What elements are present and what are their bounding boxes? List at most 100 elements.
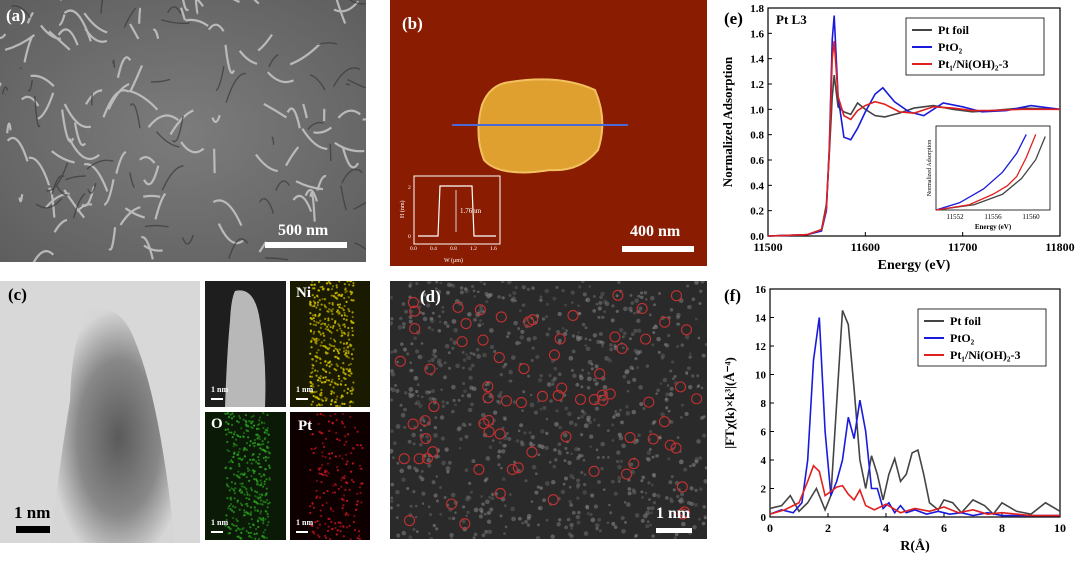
y-tick-label: 0.0 <box>750 231 764 243</box>
y-tick-label: 1.2 <box>750 79 764 91</box>
single-atom-marker <box>421 452 433 465</box>
single-atom-marker <box>680 324 693 336</box>
inset-xtick: 1.2 <box>470 246 477 252</box>
single-atom-marker <box>659 316 671 328</box>
single-atom-marker <box>628 458 640 470</box>
single-atom-marker <box>640 333 652 345</box>
single-atom-marker <box>527 314 539 326</box>
single-atom-marker <box>445 498 458 510</box>
scale-label: 1 nm <box>211 518 229 527</box>
inset-xtick: 0.4 <box>430 246 437 252</box>
single-atom-marker <box>506 463 518 476</box>
inset-xtick: 1.6 <box>490 246 497 252</box>
y-tick-label: 1.4 <box>750 54 764 66</box>
y-tick-label: 0.8 <box>750 130 764 142</box>
single-atom-marker <box>459 518 471 530</box>
o-map: O 1 nm <box>205 412 286 540</box>
single-atom-marker <box>597 394 609 406</box>
x-tick-label: 6 <box>941 521 947 535</box>
single-atom-marker <box>556 382 568 394</box>
scale-label: 1 nm <box>656 505 691 522</box>
single-atom-marker <box>526 446 538 458</box>
inset-ytick: 2 <box>408 185 411 191</box>
inset-series-line <box>935 134 1027 211</box>
single-atom-marker <box>676 481 688 493</box>
scale-bar <box>265 242 347 248</box>
y-tick-label: 1.6 <box>750 28 764 40</box>
panel-c-haadf-image: (c) 1 nm <box>0 281 200 543</box>
y-tick-label: 10 <box>755 370 767 382</box>
single-atom-marker <box>427 446 439 458</box>
single-atom-marker <box>588 465 600 477</box>
afm-flake: 1.76nm H (nm) W (μm) 0.0 0.4 0.8 1.2 1.6… <box>399 78 628 264</box>
single-atom-marker <box>560 431 572 443</box>
pt-map: Pt 1 nm <box>290 412 370 540</box>
inset-ytick: 0 <box>408 234 411 240</box>
single-atom-marker <box>428 400 440 413</box>
scale-bar <box>211 398 223 400</box>
panel-d-atomic-image: (d) 1 nm <box>390 281 707 539</box>
single-atom-marker <box>495 311 507 323</box>
single-atom-marker <box>647 433 659 445</box>
scale-label: 1 nm <box>211 385 229 394</box>
y-tick-label: 0 <box>761 512 767 524</box>
single-atom-marker <box>407 296 419 309</box>
legend-label: Pt foil <box>938 23 970 37</box>
y-tick-label: 14 <box>755 313 767 325</box>
scale-label: 1 nm <box>296 385 314 394</box>
single-atom-marker <box>419 415 431 427</box>
x-axis-label: R(Å) <box>900 538 930 554</box>
y-axis-label: Normalized Adsorption <box>720 56 735 187</box>
pt-map-label: Pt <box>298 418 313 434</box>
scale-bar <box>16 526 50 533</box>
panel-f-exafs-chart: 0 2 4 6 8 10 0 2 4 6 8 10 12 14 16 R(Å) |FTχ(k)×k³|(Å⁻⁴)… <box>722 284 1066 554</box>
panel-b-afm-image: 1.76nm H (nm) W (μm) 0.0 0.4 0.8 1.2 1.6… <box>390 0 707 266</box>
single-atom-marker <box>456 336 468 348</box>
panel-e-label: (e) <box>724 9 743 28</box>
single-atom-marker <box>500 395 513 407</box>
scale-bar <box>211 531 223 533</box>
single-atom-marker <box>675 381 687 393</box>
scale-bar <box>296 398 308 400</box>
single-atom-marker <box>567 309 579 322</box>
inset-x-tick-label: 11552 <box>946 213 964 221</box>
inset-xlabel: W (μm) <box>444 257 463 264</box>
haadf-small-map: 1 nm <box>205 281 286 407</box>
single-atom-marker <box>664 439 676 451</box>
sem-texture <box>0 0 366 262</box>
y-axis-label: |FTχ(k)×k³|(Å⁻⁴) <box>722 357 737 449</box>
panel-c-label: (c) <box>8 285 27 304</box>
x-tick-label: 0 <box>767 521 773 535</box>
inset-annotation: 1.76nm <box>460 207 482 215</box>
panel-d-label: (d) <box>420 287 441 306</box>
single-atom-marker <box>398 453 410 465</box>
y-tick-label: 4 <box>761 455 767 467</box>
inset-y-label: Normalized Adsorption <box>927 140 933 197</box>
single-atom-marker <box>624 431 636 444</box>
plot-frame <box>767 7 1061 237</box>
single-atom-marker <box>547 494 559 506</box>
single-atom-marker <box>424 363 436 375</box>
x-tick-label: 2 <box>825 521 831 535</box>
single-atom-marker <box>596 389 608 401</box>
scale-label: 400 nm <box>630 223 681 240</box>
single-atom-marker <box>518 363 530 375</box>
single-atom-marker <box>609 331 621 343</box>
single-atom-marker <box>612 289 624 301</box>
y-tick-label: 0.4 <box>750 180 764 192</box>
y-tick-label: 6 <box>761 427 767 439</box>
single-atom-marker <box>548 349 560 361</box>
y-tick-label: 0.2 <box>750 206 764 218</box>
legend-label: Pt₁/Ni(OH)₂-3 <box>950 348 1021 362</box>
single-atom-marker <box>420 432 432 445</box>
series-line <box>769 464 1060 517</box>
y-tick-label: 2 <box>761 484 767 496</box>
x-tick-label: 11600 <box>851 240 880 254</box>
series-line <box>769 310 1061 516</box>
inset-x-tick-label: 11556 <box>984 213 1002 221</box>
x-tick-label: 11700 <box>948 240 977 254</box>
single-atom-marker <box>552 389 564 401</box>
single-atom-marker <box>482 392 494 404</box>
panel-a-label: (a) <box>6 6 26 25</box>
inset-frame <box>935 125 1051 211</box>
